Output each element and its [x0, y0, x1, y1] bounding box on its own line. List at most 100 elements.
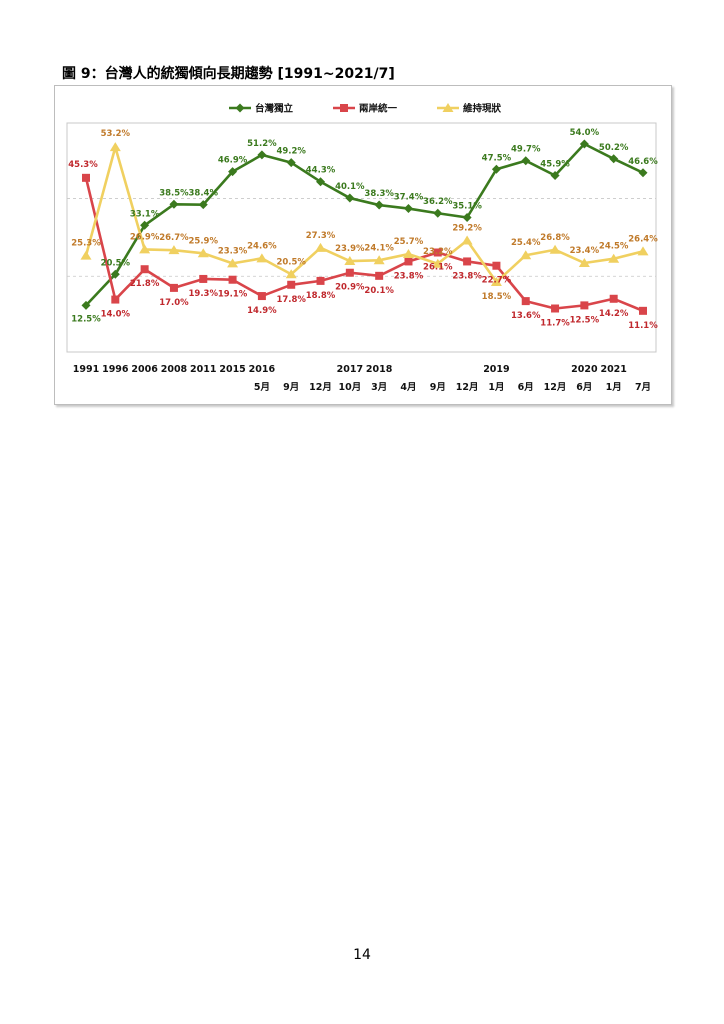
- data-label: 38.3%: [364, 189, 394, 199]
- x-tick-label: 2006: [131, 364, 158, 375]
- data-point: [169, 283, 178, 292]
- data-point: [228, 275, 237, 284]
- data-point: [109, 142, 121, 152]
- data-point: [198, 200, 208, 210]
- data-point: [578, 258, 590, 267]
- data-label: 46.6%: [628, 157, 658, 167]
- data-point: [315, 242, 327, 252]
- data-label: 24.5%: [599, 242, 629, 252]
- data-point: [81, 300, 91, 310]
- data-label: 23.9%: [335, 244, 365, 254]
- x-tick-label: 1月: [606, 382, 622, 393]
- data-label: 25.4%: [511, 238, 541, 248]
- data-point: [169, 199, 179, 209]
- data-point: [551, 304, 560, 313]
- data-label: 44.3%: [306, 166, 336, 176]
- data-point: [463, 257, 472, 266]
- data-point: [374, 200, 384, 210]
- legend-marker: [235, 103, 245, 113]
- x-tick-label: 2015: [219, 364, 245, 375]
- data-label: 51.2%: [247, 139, 277, 149]
- data-label: 14.9%: [247, 306, 277, 316]
- data-label: 18.8%: [306, 291, 336, 301]
- x-tick-label: 1996: [102, 364, 129, 375]
- data-point: [637, 246, 649, 256]
- data-label: 38.5%: [159, 188, 189, 198]
- data-point: [316, 177, 326, 187]
- data-label: 25.7%: [394, 237, 424, 247]
- data-point: [257, 292, 266, 301]
- data-point: [580, 301, 589, 310]
- series-line: [84, 177, 644, 313]
- data-label: 23.8%: [394, 271, 424, 281]
- data-point: [227, 258, 239, 268]
- data-point: [375, 271, 384, 280]
- x-tick-label: 2011: [190, 364, 216, 375]
- data-point: [316, 276, 325, 285]
- data-label: 23.2%: [423, 247, 453, 257]
- data-point: [639, 306, 647, 315]
- data-label: 25.3%: [71, 239, 101, 249]
- data-point: [609, 154, 619, 164]
- data-label: 33.1%: [130, 209, 160, 219]
- x-tick-label: 1月: [488, 382, 504, 393]
- data-label: 26.4%: [628, 234, 658, 244]
- data-label: 11.7%: [540, 319, 570, 329]
- data-label: 45.3%: [68, 160, 98, 170]
- x-tick-label: 2018: [366, 364, 393, 375]
- data-label: 27.3%: [306, 231, 336, 241]
- data-label: 26.7%: [159, 233, 189, 243]
- data-label: 18.5%: [482, 292, 512, 302]
- data-label: 40.1%: [335, 182, 365, 192]
- data-point: [403, 204, 413, 214]
- data-label: 38.4%: [189, 189, 219, 199]
- data-label: 19.1%: [218, 290, 248, 300]
- data-label: 14.0%: [101, 310, 131, 320]
- legend-label: 兩岸統一: [359, 103, 398, 115]
- data-point: [491, 164, 501, 174]
- data-label: 22.7%: [482, 276, 512, 286]
- data-point: [462, 213, 472, 222]
- x-tick-label: 3月: [371, 382, 387, 393]
- x-tick-label: 6月: [518, 382, 534, 393]
- data-point: [82, 173, 90, 182]
- data-label: 20.1%: [364, 286, 394, 296]
- data-point: [520, 250, 532, 260]
- data-point: [256, 253, 268, 263]
- data-point: [432, 258, 444, 268]
- data-label: 29.2%: [452, 223, 482, 233]
- data-point: [345, 268, 354, 277]
- x-tick-label: 6月: [576, 382, 592, 393]
- data-label: 25.9%: [189, 236, 219, 246]
- x-tick-label: 2017: [337, 364, 363, 375]
- figure-title: 圖 9：台灣人的統獨傾向長期趨勢 [1991~2021/7]: [62, 66, 395, 82]
- data-label: 35.1%: [452, 202, 482, 212]
- data-label: 11.1%: [628, 321, 658, 331]
- x-tick-label: 12月: [544, 382, 567, 393]
- data-label: 17.0%: [159, 298, 189, 308]
- data-point: [404, 257, 413, 266]
- data-point: [402, 249, 414, 259]
- data-label: 23.4%: [570, 246, 600, 256]
- data-point: [608, 253, 620, 263]
- data-point: [168, 245, 180, 255]
- data-point: [492, 261, 501, 270]
- data-point: [199, 274, 208, 283]
- data-point: [287, 280, 296, 289]
- x-tick-label: 12月: [309, 382, 332, 393]
- x-tick-label: 2020: [571, 364, 598, 375]
- data-point: [638, 168, 648, 178]
- x-tick-label: 9月: [430, 382, 446, 393]
- data-point: [549, 244, 561, 254]
- data-label: 37.4%: [394, 193, 424, 203]
- data-label: 46.9%: [218, 156, 248, 166]
- data-label: 26.1%: [423, 263, 453, 273]
- data-label: 14.2%: [599, 309, 629, 319]
- series-line: [85, 142, 644, 307]
- x-tick-label: 2016: [249, 364, 276, 375]
- data-label: 17.8%: [276, 295, 306, 305]
- data-label: 45.9%: [540, 160, 570, 170]
- x-tick-label: 2021: [600, 364, 626, 375]
- x-tick-label: 9月: [283, 382, 299, 393]
- series-line: [84, 145, 644, 284]
